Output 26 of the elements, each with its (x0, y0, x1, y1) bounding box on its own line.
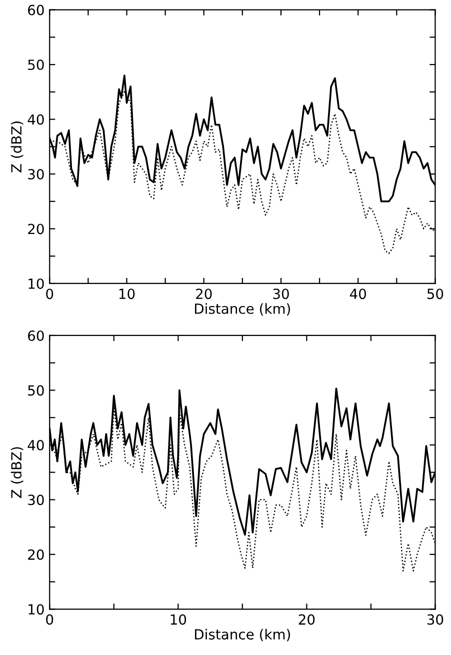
x-tick-label: 10 (119, 288, 135, 300)
y-axis-title: Z (dBZ) (10, 122, 24, 172)
y-tick-label: 50 (28, 385, 44, 396)
y-tick-label: 20 (28, 224, 44, 234)
y-tick-label: 30 (28, 168, 44, 180)
x-tick-label: 0 (46, 614, 54, 625)
x-axis-title: Distance (km) (195, 303, 290, 316)
x-tick-label: 20 (196, 288, 212, 300)
y-tick-label: 30 (28, 494, 44, 506)
x-tick-label: 50 (427, 288, 444, 300)
x-axis-title: Distance (km) (195, 628, 290, 642)
x-tick-label: 0 (46, 288, 54, 300)
y-axis-title: Z (dBZ) (10, 447, 24, 498)
x-tick-label: 30 (273, 288, 289, 300)
x-tick-label: 20 (298, 614, 315, 625)
y-tick-label: 40 (28, 114, 44, 125)
y-tick-label: 40 (28, 440, 44, 450)
y-tick-label: 10 (28, 604, 44, 615)
x-tick-label: 40 (350, 288, 366, 300)
y-tick-label: 50 (28, 60, 44, 70)
y-tick-label: 60 (28, 4, 44, 16)
y-tick-label: 20 (28, 549, 44, 560)
x-tick-label: 10 (170, 614, 186, 625)
y-tick-label: 60 (28, 330, 44, 341)
x-tick-label: 30 (427, 614, 444, 625)
y-tick-label: 10 (28, 278, 44, 289)
